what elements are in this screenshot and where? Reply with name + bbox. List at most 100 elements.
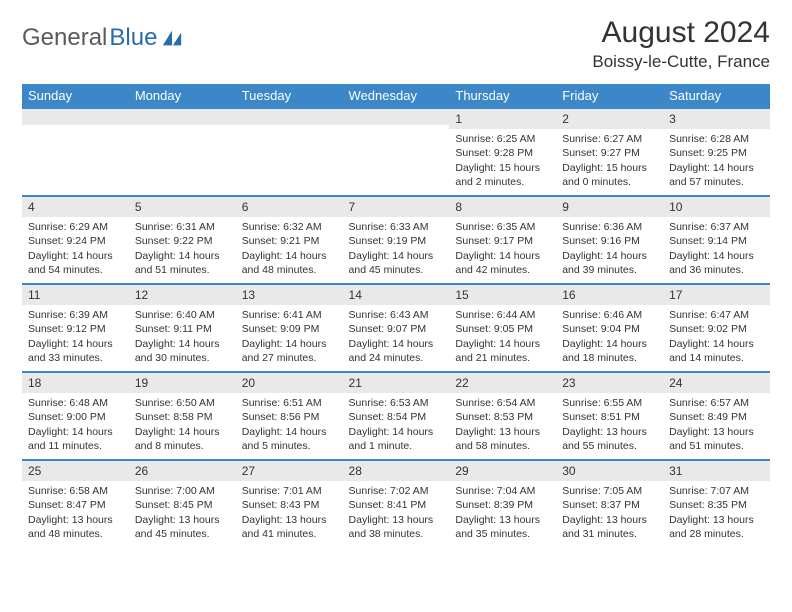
sunset-text: Sunset: 8:45 PM: [135, 498, 230, 512]
daylight-text: Daylight: 14 hours and 51 minutes.: [135, 249, 230, 277]
daylight-text: Daylight: 14 hours and 18 minutes.: [562, 337, 657, 365]
day-body: Sunrise: 7:00 AMSunset: 8:45 PMDaylight:…: [129, 481, 236, 545]
sunset-text: Sunset: 9:27 PM: [562, 146, 657, 160]
day-number: 1: [449, 107, 556, 129]
sunset-text: Sunset: 9:19 PM: [349, 234, 444, 248]
sunset-text: Sunset: 8:47 PM: [28, 498, 123, 512]
weekday-header: Saturday: [663, 84, 770, 107]
sunset-text: Sunset: 8:56 PM: [242, 410, 337, 424]
sunset-text: Sunset: 9:16 PM: [562, 234, 657, 248]
daylight-text: Daylight: 13 hours and 41 minutes.: [242, 513, 337, 541]
day-number: 11: [22, 283, 129, 305]
day-body: Sunrise: 6:29 AMSunset: 9:24 PMDaylight:…: [22, 217, 129, 281]
calendar-day-cell: 14Sunrise: 6:43 AMSunset: 9:07 PMDayligh…: [343, 283, 450, 371]
daylight-text: Daylight: 13 hours and 48 minutes.: [28, 513, 123, 541]
day-number: 22: [449, 371, 556, 393]
calendar-day-cell: 4Sunrise: 6:29 AMSunset: 9:24 PMDaylight…: [22, 195, 129, 283]
sunset-text: Sunset: 9:02 PM: [669, 322, 764, 336]
header: GeneralBlue August 2024 Boissy-le-Cutte,…: [22, 16, 770, 72]
calendar-day-cell: [343, 107, 450, 195]
sunrise-text: Sunrise: 6:54 AM: [455, 396, 550, 410]
calendar-day-cell: 17Sunrise: 6:47 AMSunset: 9:02 PMDayligh…: [663, 283, 770, 371]
sunrise-text: Sunrise: 6:29 AM: [28, 220, 123, 234]
sunset-text: Sunset: 9:14 PM: [669, 234, 764, 248]
day-body: Sunrise: 6:54 AMSunset: 8:53 PMDaylight:…: [449, 393, 556, 457]
calendar-page: GeneralBlue August 2024 Boissy-le-Cutte,…: [0, 0, 792, 563]
day-number: 5: [129, 195, 236, 217]
logo: GeneralBlue: [22, 16, 183, 52]
sunset-text: Sunset: 9:09 PM: [242, 322, 337, 336]
daylight-text: Daylight: 14 hours and 54 minutes.: [28, 249, 123, 277]
title-block: August 2024 Boissy-le-Cutte, France: [592, 16, 770, 72]
sunset-text: Sunset: 8:54 PM: [349, 410, 444, 424]
day-number: 3: [663, 107, 770, 129]
day-number: 31: [663, 459, 770, 481]
calendar-day-cell: 10Sunrise: 6:37 AMSunset: 9:14 PMDayligh…: [663, 195, 770, 283]
sunrise-text: Sunrise: 7:01 AM: [242, 484, 337, 498]
day-number: 18: [22, 371, 129, 393]
sunrise-text: Sunrise: 7:00 AM: [135, 484, 230, 498]
daylight-text: Daylight: 13 hours and 28 minutes.: [669, 513, 764, 541]
calendar-table: Sunday Monday Tuesday Wednesday Thursday…: [22, 84, 770, 547]
month-title: August 2024: [592, 16, 770, 50]
sunrise-text: Sunrise: 6:35 AM: [455, 220, 550, 234]
daylight-text: Daylight: 13 hours and 51 minutes.: [669, 425, 764, 453]
day-body: Sunrise: 7:04 AMSunset: 8:39 PMDaylight:…: [449, 481, 556, 545]
day-number: 6: [236, 195, 343, 217]
calendar-day-cell: 13Sunrise: 6:41 AMSunset: 9:09 PMDayligh…: [236, 283, 343, 371]
daylight-text: Daylight: 14 hours and 21 minutes.: [455, 337, 550, 365]
calendar-day-cell: 23Sunrise: 6:55 AMSunset: 8:51 PMDayligh…: [556, 371, 663, 459]
daylight-text: Daylight: 13 hours and 45 minutes.: [135, 513, 230, 541]
weekday-header: Monday: [129, 84, 236, 107]
calendar-day-cell: 9Sunrise: 6:36 AMSunset: 9:16 PMDaylight…: [556, 195, 663, 283]
sunset-text: Sunset: 9:07 PM: [349, 322, 444, 336]
day-number: 9: [556, 195, 663, 217]
daylight-text: Daylight: 14 hours and 33 minutes.: [28, 337, 123, 365]
sunset-text: Sunset: 8:41 PM: [349, 498, 444, 512]
sunrise-text: Sunrise: 6:44 AM: [455, 308, 550, 322]
calendar-day-cell: 31Sunrise: 7:07 AMSunset: 8:35 PMDayligh…: [663, 459, 770, 547]
day-body: Sunrise: 6:32 AMSunset: 9:21 PMDaylight:…: [236, 217, 343, 281]
daylight-text: Daylight: 13 hours and 31 minutes.: [562, 513, 657, 541]
empty-day-top: [343, 107, 450, 125]
sunrise-text: Sunrise: 7:07 AM: [669, 484, 764, 498]
calendar-day-cell: [236, 107, 343, 195]
sunrise-text: Sunrise: 6:50 AM: [135, 396, 230, 410]
daylight-text: Daylight: 14 hours and 36 minutes.: [669, 249, 764, 277]
daylight-text: Daylight: 14 hours and 5 minutes.: [242, 425, 337, 453]
calendar-day-cell: 18Sunrise: 6:48 AMSunset: 9:00 PMDayligh…: [22, 371, 129, 459]
sunrise-text: Sunrise: 7:05 AM: [562, 484, 657, 498]
calendar-day-cell: 6Sunrise: 6:32 AMSunset: 9:21 PMDaylight…: [236, 195, 343, 283]
calendar-day-cell: 25Sunrise: 6:58 AMSunset: 8:47 PMDayligh…: [22, 459, 129, 547]
sunrise-text: Sunrise: 7:04 AM: [455, 484, 550, 498]
day-body: Sunrise: 6:41 AMSunset: 9:09 PMDaylight:…: [236, 305, 343, 369]
day-body: Sunrise: 6:36 AMSunset: 9:16 PMDaylight:…: [556, 217, 663, 281]
day-body: Sunrise: 7:07 AMSunset: 8:35 PMDaylight:…: [663, 481, 770, 545]
day-number: 24: [663, 371, 770, 393]
day-body: Sunrise: 6:37 AMSunset: 9:14 PMDaylight:…: [663, 217, 770, 281]
calendar-day-cell: 3Sunrise: 6:28 AMSunset: 9:25 PMDaylight…: [663, 107, 770, 195]
sunrise-text: Sunrise: 6:25 AM: [455, 132, 550, 146]
day-body: Sunrise: 6:44 AMSunset: 9:05 PMDaylight:…: [449, 305, 556, 369]
daylight-text: Daylight: 14 hours and 48 minutes.: [242, 249, 337, 277]
day-number: 29: [449, 459, 556, 481]
daylight-text: Daylight: 14 hours and 11 minutes.: [28, 425, 123, 453]
daylight-text: Daylight: 14 hours and 45 minutes.: [349, 249, 444, 277]
sunset-text: Sunset: 9:05 PM: [455, 322, 550, 336]
daylight-text: Daylight: 14 hours and 1 minute.: [349, 425, 444, 453]
weekday-header: Friday: [556, 84, 663, 107]
daylight-text: Daylight: 14 hours and 8 minutes.: [135, 425, 230, 453]
location: Boissy-le-Cutte, France: [592, 52, 770, 72]
daylight-text: Daylight: 14 hours and 30 minutes.: [135, 337, 230, 365]
daylight-text: Daylight: 15 hours and 0 minutes.: [562, 161, 657, 189]
sunset-text: Sunset: 9:21 PM: [242, 234, 337, 248]
daylight-text: Daylight: 15 hours and 2 minutes.: [455, 161, 550, 189]
daylight-text: Daylight: 13 hours and 55 minutes.: [562, 425, 657, 453]
calendar-week-row: 11Sunrise: 6:39 AMSunset: 9:12 PMDayligh…: [22, 283, 770, 371]
sunset-text: Sunset: 8:39 PM: [455, 498, 550, 512]
calendar-day-cell: 16Sunrise: 6:46 AMSunset: 9:04 PMDayligh…: [556, 283, 663, 371]
sunrise-text: Sunrise: 6:58 AM: [28, 484, 123, 498]
daylight-text: Daylight: 14 hours and 14 minutes.: [669, 337, 764, 365]
logo-text-2: Blue: [109, 24, 157, 52]
sunrise-text: Sunrise: 6:39 AM: [28, 308, 123, 322]
